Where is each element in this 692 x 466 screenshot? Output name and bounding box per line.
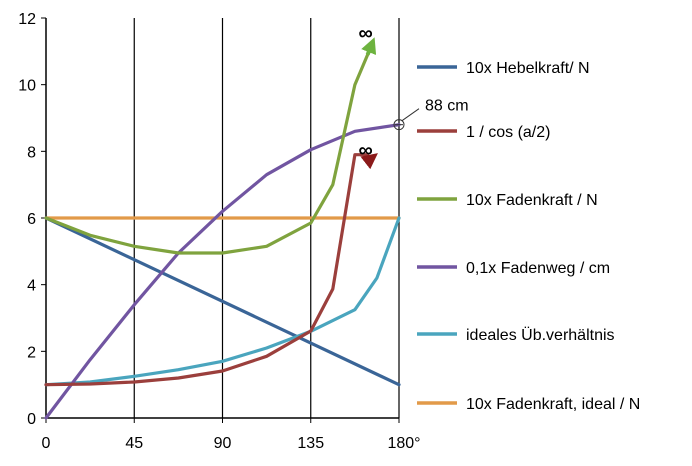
legend-label-5: 10x Fadenkraft, ideal / N: [466, 396, 640, 413]
series-line-3: [44, 123, 401, 420]
y-tick-label: 12: [18, 11, 36, 28]
legend: 10x Hebelkraft/ N 1 / cos (a/2) 10x Fadenk…: [417, 60, 640, 413]
y-tick-label: 4: [27, 278, 36, 295]
annotation-layer: ∞ ∞ 88 cm: [358, 23, 468, 162]
legend-label-3: 0,1x Fadenweg / cm: [466, 260, 610, 277]
series-line-4: [44, 216, 401, 387]
legend-label-1: 1 / cos (a/2): [466, 124, 550, 141]
legend-label-4: ideales Üb.verhältnis: [466, 326, 615, 344]
series-layer: [44, 37, 401, 420]
y-tick-label: 2: [27, 344, 36, 361]
legend-label-2: 10x Fadenkraft / N: [466, 192, 598, 209]
x-tick-label: 180°: [387, 435, 420, 452]
annotation-leader-line: [401, 108, 420, 122]
x-tick-label: 45: [125, 435, 143, 452]
y-tick-label: 0: [27, 411, 36, 428]
x-tick-label: 0: [42, 435, 51, 452]
series-line-1: [44, 153, 370, 387]
y-tick-label: 8: [27, 144, 36, 161]
endpoint-marker: [393, 119, 405, 131]
x-tick-label: 90: [214, 435, 232, 452]
series-line-0: [44, 216, 401, 387]
arrow-cos: [360, 153, 378, 170]
infinity-label-green: ∞: [358, 23, 372, 45]
infinity-label-red: ∞: [358, 139, 372, 161]
annotation-88cm: 88 cm: [425, 98, 469, 115]
y-tick-label: 6: [27, 211, 36, 228]
arrow-fadenkraft: [361, 37, 377, 56]
y-tick-label: 10: [18, 78, 36, 95]
series-line-2: [44, 53, 370, 255]
x-tick-label: 135: [297, 435, 324, 452]
legend-label-0: 10x Hebelkraft/ N: [466, 60, 590, 77]
